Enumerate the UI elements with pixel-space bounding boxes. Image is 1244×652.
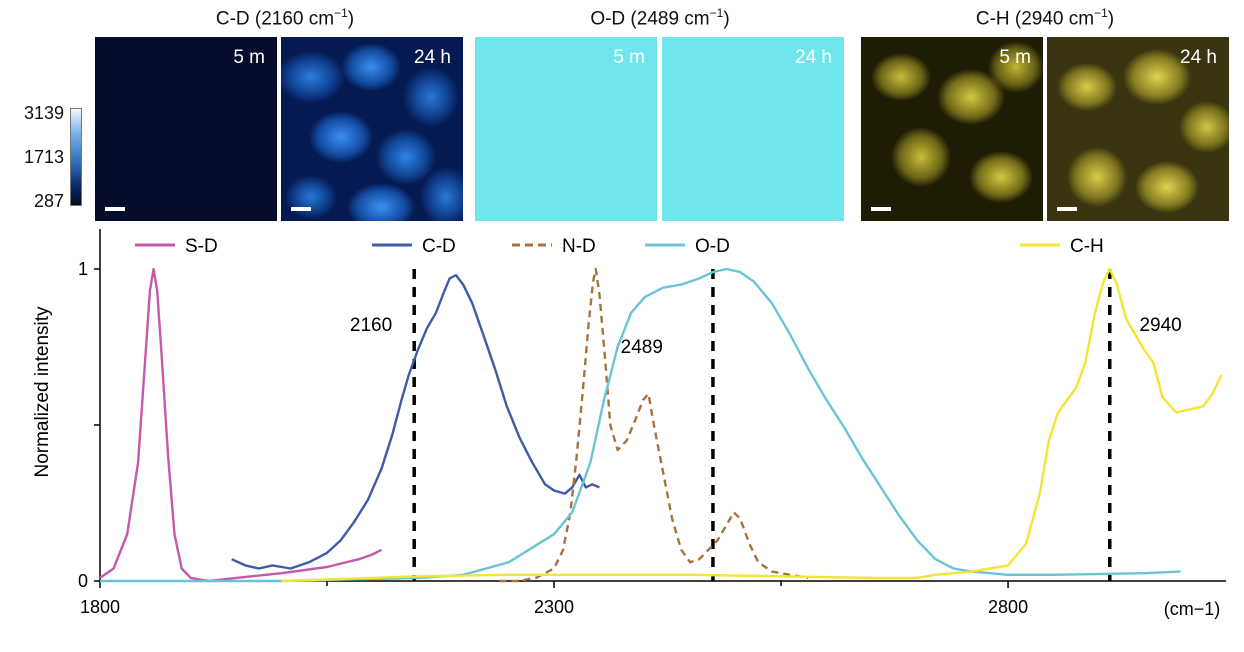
cd-image-24h: 24 h: [281, 37, 463, 221]
tile-label: 24 h: [795, 47, 832, 68]
ch-image-5m: 5 m: [861, 37, 1043, 221]
y-tick-label: 1: [78, 259, 88, 279]
colorbar-min-label: 287: [33, 191, 64, 211]
tile-label: 5 m: [233, 47, 265, 68]
panel-title-ch: C-H (2940 cm−1): [975, 6, 1115, 30]
panel-title-od: O-D (2489 cm−1): [590, 6, 730, 30]
marker-label-2489: 2489: [621, 337, 663, 358]
od-image-24h: 24 h: [662, 37, 844, 221]
panel-title-cd: C-D (2160 cm−1): [215, 6, 355, 30]
scale-bar: [1057, 207, 1077, 211]
od-image-5m: 5 m: [475, 37, 657, 221]
series-line-s-d: [99, 267, 383, 583]
legend-label-c-d: C-D: [422, 236, 456, 257]
legend-label-s-d: S-D: [185, 236, 218, 257]
colorbar-mid-label: 1713: [23, 147, 64, 167]
ch-image-24h: 24 h: [1047, 37, 1229, 221]
scale-bar: [105, 207, 125, 211]
marker-label-2160: 2160: [350, 315, 392, 336]
series-line-n-d: [499, 267, 809, 583]
legend-label-o-d: O-D: [695, 236, 730, 257]
tile-label: 5 m: [999, 47, 1031, 68]
x-axis-unit-label: (cm−1): [1164, 599, 1221, 619]
scale-bar: [291, 207, 311, 211]
scale-bar: [871, 207, 891, 211]
cd-image-5m: 5 m: [95, 37, 277, 221]
legend-label-c-h: C-H: [1070, 236, 1104, 257]
marker-label-2940: 2940: [1139, 315, 1181, 336]
colorbar-max-label: 3139: [23, 103, 64, 123]
y-axis-label: Normalized intensity: [32, 306, 53, 478]
series-line-o-d: [100, 267, 1181, 583]
tile-label: 24 h: [1180, 47, 1217, 68]
colorbar: [70, 108, 82, 206]
legend-label-n-d: N-D: [562, 236, 596, 257]
x-tick-label: 1800: [80, 597, 120, 617]
series-line-c-h: [281, 267, 1223, 583]
y-tick-label: 0: [78, 571, 88, 591]
x-tick-label: 2300: [534, 597, 574, 617]
x-tick-label: 2800: [988, 597, 1028, 617]
tile-label: 5 m: [613, 47, 645, 68]
tile-label: 24 h: [414, 47, 451, 68]
series-line-c-d: [231, 274, 600, 570]
